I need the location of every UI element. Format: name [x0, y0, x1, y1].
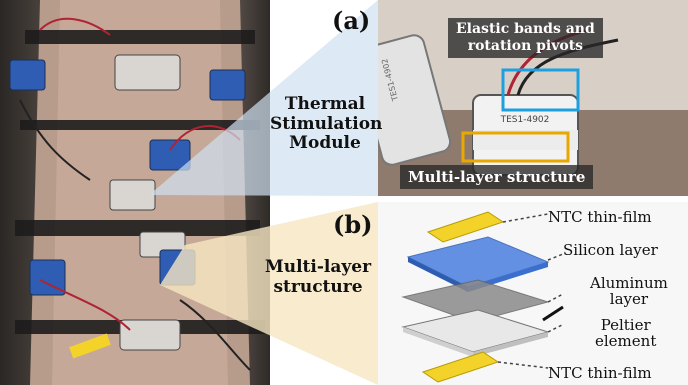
thermal-module-label: Thermal Stimulation Module: [270, 94, 383, 154]
panel-a-letter: (a): [332, 6, 371, 35]
aluminum-layer-label: Aluminum layer: [590, 274, 668, 308]
multilayer-highlight-box: [461, 131, 570, 163]
multilayer-structure-label: Multi-layer structure: [264, 257, 372, 297]
device-label: TES1-4902: [500, 115, 550, 125]
silicon-layer-label: Silicon layer: [563, 241, 658, 259]
panel-b-letter: (b): [333, 210, 373, 239]
elastic-highlight-box: [501, 68, 580, 112]
module-photo: TES1-4902 TES1-4902: [378, 0, 688, 196]
peltier-element-label: Peltier element: [595, 316, 657, 350]
ntc-bottom-label: NTC thin-film: [548, 364, 652, 382]
panel-divider: [378, 196, 688, 202]
module-photo-illustration: TES1-4902 TES1-4902: [378, 0, 688, 196]
exploded-layer-diagram: [401, 211, 565, 383]
ntc-top-label: NTC thin-film: [548, 208, 652, 226]
multilayer-callout: Multi-layer structure: [400, 165, 594, 189]
elastic-callout: Elastic bands and rotation pivots: [448, 18, 603, 58]
